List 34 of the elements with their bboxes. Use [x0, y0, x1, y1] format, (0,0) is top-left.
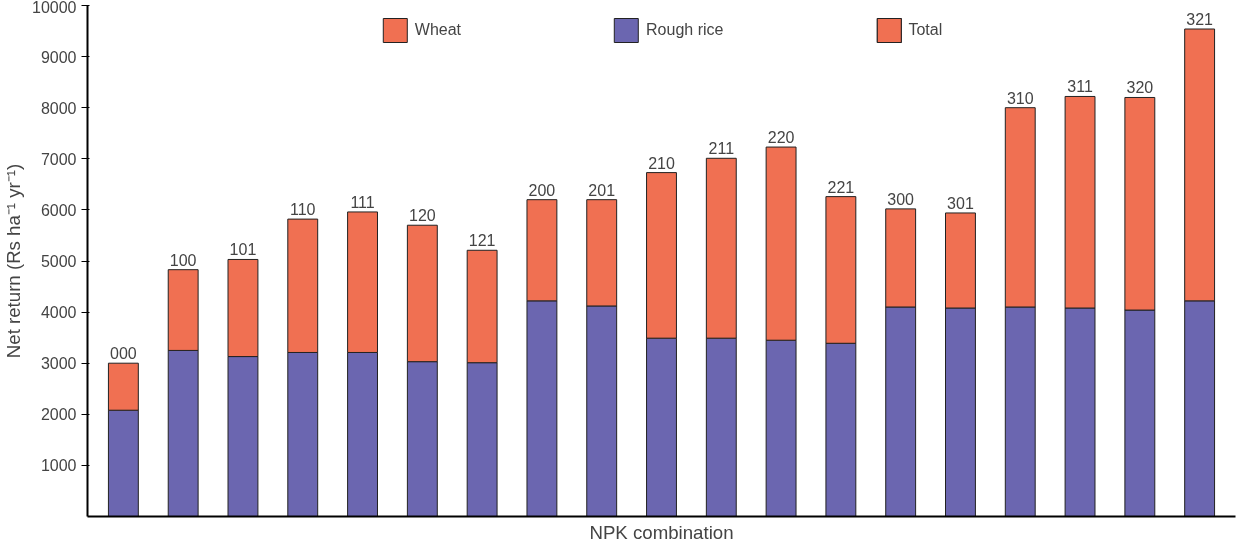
- x-tick-label: 100: [169, 251, 197, 269]
- x-tick-label: 220: [767, 129, 795, 147]
- x-tick-label: 101: [229, 241, 257, 259]
- y-axis-title: Net return (Rs ha⁻¹ yr⁻¹): [3, 163, 25, 359]
- y-tick-label: 1000: [40, 457, 77, 475]
- x-tick-label: 111: [350, 193, 375, 211]
- y-tick-label: 5000: [40, 253, 77, 270]
- y-tick-label: 2000: [40, 406, 77, 424]
- x-tick-label: 311: [1067, 78, 1093, 96]
- x-tick-label: 211: [708, 140, 735, 158]
- y-tick-label: 6000: [40, 201, 77, 219]
- x-tick-label: 320: [1126, 79, 1154, 97]
- x-tick-label: 200: [528, 181, 556, 199]
- x-tick-label: 321: [1186, 11, 1214, 29]
- x-tick-label: 000: [110, 345, 137, 363]
- y-tick-label: 3000: [40, 355, 77, 373]
- x-tick-label: 210: [648, 154, 675, 172]
- legend-label: Wheat: [414, 21, 462, 39]
- x-tick-label: 120: [408, 207, 436, 225]
- y-tick-label: 10000: [32, 0, 77, 16]
- x-tick-label: 300: [887, 190, 915, 208]
- x-tick-label: 201: [588, 181, 616, 199]
- x-axis-title: NPK combination: [589, 521, 734, 543]
- annotation: Total: [908, 21, 943, 39]
- legend-label: Rough rice: [646, 21, 724, 39]
- y-tick-label: 8000: [40, 99, 77, 117]
- x-tick-label: 301: [947, 194, 974, 212]
- x-tick-label: 310: [1006, 89, 1034, 107]
- y-tick-label: 4000: [40, 304, 77, 322]
- x-tick-label: 221: [827, 178, 855, 196]
- y-tick-label: 7000: [40, 150, 77, 168]
- y-tick-label: 9000: [40, 48, 77, 66]
- x-tick-label: 121: [468, 232, 496, 250]
- x-tick-label: 110: [290, 201, 316, 219]
